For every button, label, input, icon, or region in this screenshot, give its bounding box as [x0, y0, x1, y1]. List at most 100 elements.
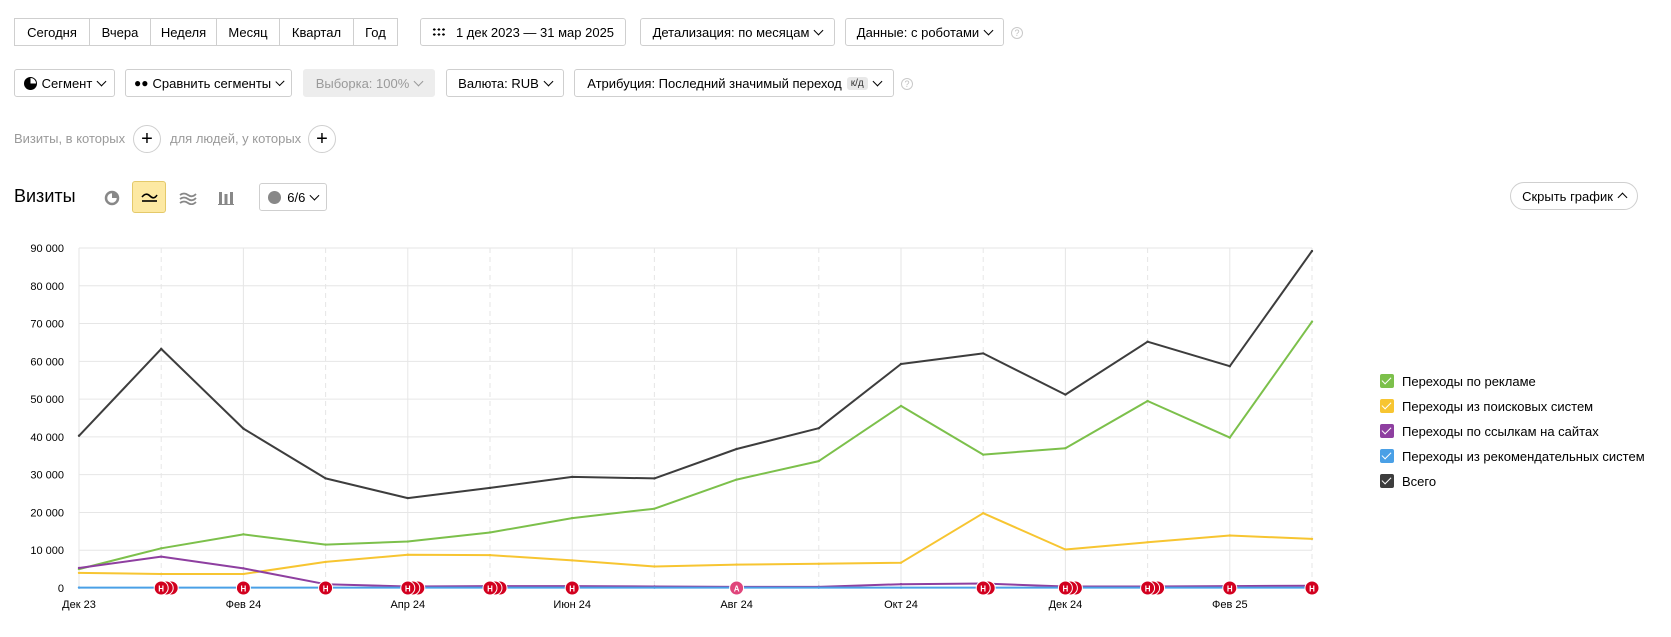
- y-tick-label: 60 000: [30, 356, 64, 368]
- data-point: [982, 352, 985, 355]
- data-dropdown[interactable]: Данные: с роботами: [845, 18, 1004, 46]
- data-point: [653, 477, 656, 480]
- annotation-label: Н: [323, 585, 329, 594]
- segment-dropdown[interactable]: Сегмент: [14, 69, 115, 97]
- pie-icon: [23, 76, 37, 90]
- annotation-marker: [1304, 580, 1320, 596]
- y-tick-label: 90 000: [30, 243, 64, 255]
- currency-dropdown[interactable]: Валюта: RUB: [446, 69, 564, 97]
- period-month-button[interactable]: Месяц: [217, 19, 280, 45]
- line-chart-view-icon[interactable]: [132, 181, 166, 213]
- legend-label: Переходы из поисковых систем: [1402, 398, 1594, 414]
- x-tick-label: Дек 23: [62, 599, 96, 611]
- data-point: [899, 586, 903, 589]
- legend-checkbox[interactable]: [1380, 374, 1394, 388]
- legend-item[interactable]: Всего: [1380, 473, 1436, 489]
- data-point: [242, 567, 245, 570]
- notes-dropdown[interactable]: 6/6: [259, 183, 327, 211]
- legend-checkbox[interactable]: [1380, 424, 1394, 438]
- legend-item[interactable]: Переходы из поисковых систем: [1380, 398, 1593, 414]
- detail-dropdown[interactable]: Детализация: по месяцам: [640, 18, 835, 46]
- visits-filter-label: Визиты, в которых: [14, 131, 126, 146]
- legend-item[interactable]: Переходы по рекламе: [1380, 373, 1536, 389]
- date-range-button[interactable]: 1 дек 2023 — 31 мар 2025: [420, 18, 626, 46]
- annotation-label: Н: [1063, 585, 1069, 594]
- data-point: [1310, 249, 1314, 253]
- sample-dropdown[interactable]: Выборка: 100%: [303, 69, 435, 97]
- compare-label: Сравнить сегменты: [152, 75, 272, 91]
- series-line: [78, 321, 1313, 571]
- annotation-marker: [1140, 580, 1156, 596]
- data-point: [1228, 365, 1232, 368]
- y-tick-label: 0: [58, 583, 64, 595]
- visits-line-chart: 0 10 000 20 000 30 000 40 000 50 000 60 000 70 …: [30, 243, 1320, 611]
- bar-chart-view-icon[interactable]: [214, 186, 238, 210]
- data-point: [735, 563, 738, 566]
- annotation-marker: [482, 580, 498, 596]
- period-label: Месяц: [228, 24, 268, 40]
- data-point: [406, 540, 409, 543]
- data-point: [1064, 393, 1067, 396]
- series-line: [78, 250, 1313, 500]
- legend-checkbox[interactable]: [1380, 474, 1394, 488]
- period-year-button[interactable]: Год: [354, 19, 397, 45]
- annotation-label: Н: [405, 585, 411, 594]
- annotation-label: Н: [158, 585, 164, 594]
- data-point: [77, 586, 81, 589]
- add-people-condition-button[interactable]: +: [308, 125, 336, 153]
- currency-label: Валюта: RUB: [458, 75, 539, 91]
- period-label: Неделя: [160, 24, 207, 40]
- annotation-label: Н: [487, 585, 493, 594]
- data-point: [1146, 399, 1149, 403]
- annotation-marker: [318, 580, 334, 596]
- chart-title: Визиты: [14, 186, 76, 206]
- attribution-dropdown[interactable]: Атрибуция: Последний значимый переход к/…: [574, 69, 894, 97]
- annotation-marker: [400, 580, 416, 596]
- add-visit-condition-button[interactable]: +: [133, 125, 161, 153]
- x-tick-label: Авг 24: [720, 599, 752, 611]
- data-point: [817, 459, 820, 463]
- data-label: Данные: с роботами: [856, 24, 980, 40]
- legend-label: Всего: [1402, 473, 1437, 489]
- data-point: [406, 496, 409, 500]
- pie-chart-view-icon[interactable]: [100, 186, 124, 210]
- annotation-label: Н: [569, 585, 575, 594]
- data-point: [77, 571, 81, 575]
- x-tick-label: Апр 24: [390, 599, 425, 611]
- attribution-label: Атрибуция: Последний значимый переход: [587, 75, 842, 91]
- y-tick-label: 70 000: [30, 319, 64, 331]
- legend-item[interactable]: Переходы из рекомендательных систем: [1380, 448, 1645, 464]
- annotation-label: Н: [1227, 585, 1233, 594]
- compare-segments-dropdown[interactable]: ●● Сравнить сегменты: [125, 69, 292, 97]
- help-icon[interactable]: ?: [1011, 27, 1023, 39]
- data-point: [1146, 340, 1149, 343]
- period-label: Вчера: [101, 24, 139, 40]
- area-chart-view-icon[interactable]: [176, 186, 200, 210]
- period-label: Год: [365, 24, 386, 40]
- data-point: [160, 555, 163, 558]
- data-point: [653, 565, 656, 568]
- detail-label: Детализация: по месяцам: [652, 24, 810, 40]
- help-icon[interactable]: ?: [901, 78, 913, 90]
- hide-chart-button[interactable]: Скрыть график: [1510, 182, 1638, 210]
- data-point: [160, 547, 163, 550]
- period-yesterday-button[interactable]: Вчера: [90, 19, 151, 45]
- x-tick-label: Окт 24: [884, 599, 918, 611]
- data-point: [817, 427, 820, 430]
- legend-checkbox[interactable]: [1380, 449, 1394, 463]
- period-quarter-button[interactable]: Квартал: [280, 19, 354, 45]
- data-point: [160, 572, 163, 576]
- calendar-icon: [431, 27, 446, 37]
- data-point: [488, 486, 492, 490]
- period-week-button[interactable]: Неделя: [151, 19, 217, 45]
- chevron-up-icon: [1617, 192, 1628, 203]
- annotation-marker: [153, 580, 169, 596]
- y-tick-label: 10 000: [30, 545, 64, 557]
- period-today-button[interactable]: Сегодня: [15, 19, 90, 45]
- hide-chart-label: Скрыть график: [1522, 188, 1613, 204]
- legend-item[interactable]: Переходы по ссылкам на сайтах: [1380, 423, 1599, 439]
- legend-label: Переходы из рекомендательных систем: [1402, 448, 1645, 464]
- annotation-label: Н: [1145, 585, 1151, 594]
- legend-checkbox[interactable]: [1380, 399, 1394, 413]
- data-point: [817, 586, 820, 589]
